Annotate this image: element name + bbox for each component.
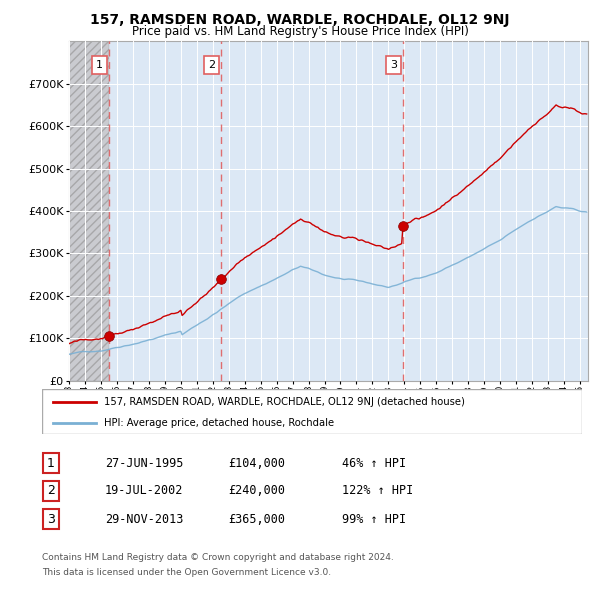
Text: 2: 2: [208, 60, 215, 70]
Text: Price paid vs. HM Land Registry's House Price Index (HPI): Price paid vs. HM Land Registry's House …: [131, 25, 469, 38]
Text: 1: 1: [95, 60, 103, 70]
Text: 1: 1: [47, 457, 55, 470]
Text: 157, RAMSDEN ROAD, WARDLE, ROCHDALE, OL12 9NJ (detached house): 157, RAMSDEN ROAD, WARDLE, ROCHDALE, OL1…: [104, 397, 465, 407]
Text: £240,000: £240,000: [228, 484, 285, 497]
Text: 3: 3: [390, 60, 397, 70]
Text: 27-JUN-1995: 27-JUN-1995: [105, 457, 184, 470]
Text: 29-NOV-2013: 29-NOV-2013: [105, 513, 184, 526]
Text: Contains HM Land Registry data © Crown copyright and database right 2024.: Contains HM Land Registry data © Crown c…: [42, 553, 394, 562]
Text: HPI: Average price, detached house, Rochdale: HPI: Average price, detached house, Roch…: [104, 418, 334, 428]
Text: 46% ↑ HPI: 46% ↑ HPI: [342, 457, 406, 470]
Text: This data is licensed under the Open Government Licence v3.0.: This data is licensed under the Open Gov…: [42, 568, 331, 577]
Text: 157, RAMSDEN ROAD, WARDLE, ROCHDALE, OL12 9NJ: 157, RAMSDEN ROAD, WARDLE, ROCHDALE, OL1…: [90, 13, 510, 27]
Bar: [69, 41, 109, 381]
Text: 99% ↑ HPI: 99% ↑ HPI: [342, 513, 406, 526]
Text: £365,000: £365,000: [228, 513, 285, 526]
Bar: [69, 41, 109, 381]
Text: 19-JUL-2002: 19-JUL-2002: [105, 484, 184, 497]
Text: 3: 3: [47, 513, 55, 526]
Text: 2: 2: [47, 484, 55, 497]
Text: 122% ↑ HPI: 122% ↑ HPI: [342, 484, 413, 497]
Text: £104,000: £104,000: [228, 457, 285, 470]
